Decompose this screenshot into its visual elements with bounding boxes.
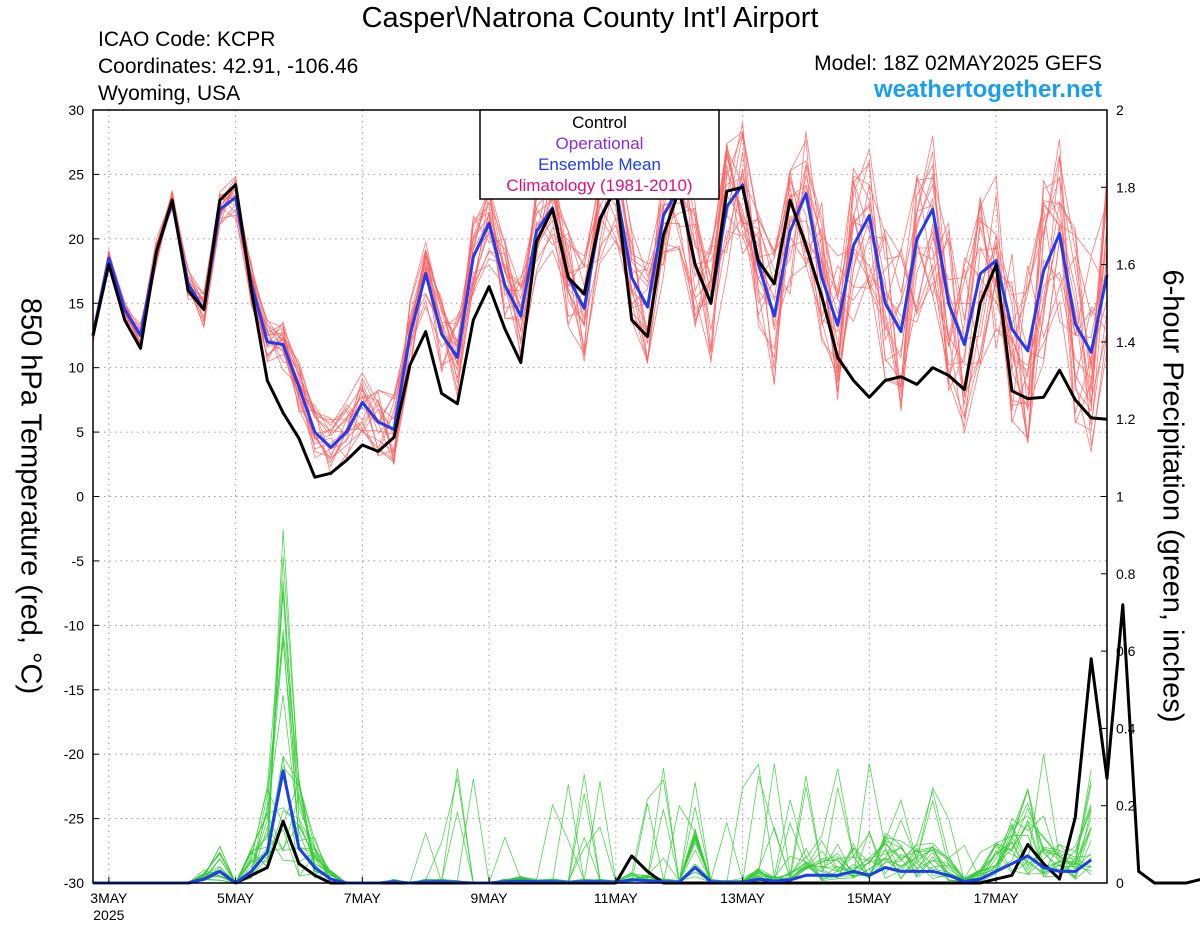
x-tick-label: 3MAY [90, 890, 128, 906]
temperature-member-line [92, 177, 1108, 457]
site-link[interactable]: weathertogether.net [873, 76, 1102, 103]
legend-box [479, 109, 720, 200]
coordinates: Coordinates: 42.91, -106.46 [98, 55, 359, 78]
y2-tick-label: 0.6 [1116, 643, 1136, 659]
y2-tick-label: 2 [1116, 102, 1124, 118]
legend-item: Control [572, 113, 627, 132]
y-tick-label: -15 [64, 682, 84, 698]
precipitation-member-line [93, 636, 1092, 884]
y2-tick-label: 1.8 [1116, 179, 1136, 195]
precipitation-ensemble-members [93, 529, 1092, 884]
icao-code: ICAO Code: KCPR [98, 28, 276, 51]
model-run: Model: 18Z 02MAY2025 GEFS [814, 52, 1102, 75]
y-tick-label: 20 [68, 231, 84, 247]
y2-tick-label: 1.2 [1116, 411, 1136, 427]
legend: Control Operational Ensemble Mean Climatolo… [479, 109, 720, 200]
x-tick-label: 17MAY [974, 890, 1020, 906]
ensemble-mean-precipitation-line [93, 769, 1093, 885]
y-tick-label: 5 [76, 424, 84, 440]
axes: 302520151050-5-10-15-20-25-3021.81.61.41… [64, 102, 1136, 923]
y-tick-label: 25 [68, 166, 84, 182]
x-tick-label: 5MAY [217, 890, 255, 906]
y2-tick-label: 0.2 [1116, 798, 1136, 814]
precipitation-member-line [93, 630, 1092, 884]
y-tick-label: -25 [64, 811, 84, 827]
series-lines [91, 183, 1200, 885]
x-tick-label: 7MAY [344, 890, 382, 906]
temperature-member-line [92, 153, 1108, 464]
y-tick-label: 30 [68, 102, 84, 118]
y-tick-label: 10 [68, 360, 84, 376]
precipitation-member-line [93, 556, 1092, 884]
y-tick-label: -10 [64, 617, 84, 633]
legend-item: Ensemble Mean [538, 155, 661, 174]
y-tick-label: -30 [64, 875, 84, 891]
y2-tick-label: 1.4 [1116, 334, 1136, 350]
x-tick-label: 11MAY [594, 890, 638, 906]
y-tick-label: 0 [76, 489, 84, 505]
chart-title: Casper\/Natrona County Int'l Airport [361, 2, 819, 34]
precipitation-member-line [93, 755, 1092, 884]
legend-item: Operational [556, 134, 644, 153]
precipitation-member-line [93, 641, 1092, 884]
y-tick-label: 15 [68, 295, 84, 311]
y2-tick-label: 0.4 [1116, 720, 1136, 736]
precipitation-member-line [93, 592, 1092, 884]
precipitation-member-line [93, 529, 1092, 884]
legend-item: Climatology (1981-2010) [506, 176, 692, 195]
y2-tick-label: 0.8 [1116, 566, 1136, 582]
x-tick-label: 9MAY [471, 890, 509, 906]
y-tick-label: -5 [72, 553, 85, 569]
y-tick-label: -20 [64, 746, 84, 762]
y2-tick-label: 1.6 [1116, 257, 1136, 273]
x-tick-label: 15MAY [847, 890, 893, 906]
control-line [91, 183, 1108, 479]
region: Wyoming, USA [98, 82, 241, 105]
y2-tick-label: 0 [1116, 875, 1124, 891]
y2-tick-label: 1 [1116, 489, 1124, 505]
x-tick-label: 13MAY [720, 890, 766, 906]
x-tick-sublabel: 2025 [93, 907, 124, 923]
